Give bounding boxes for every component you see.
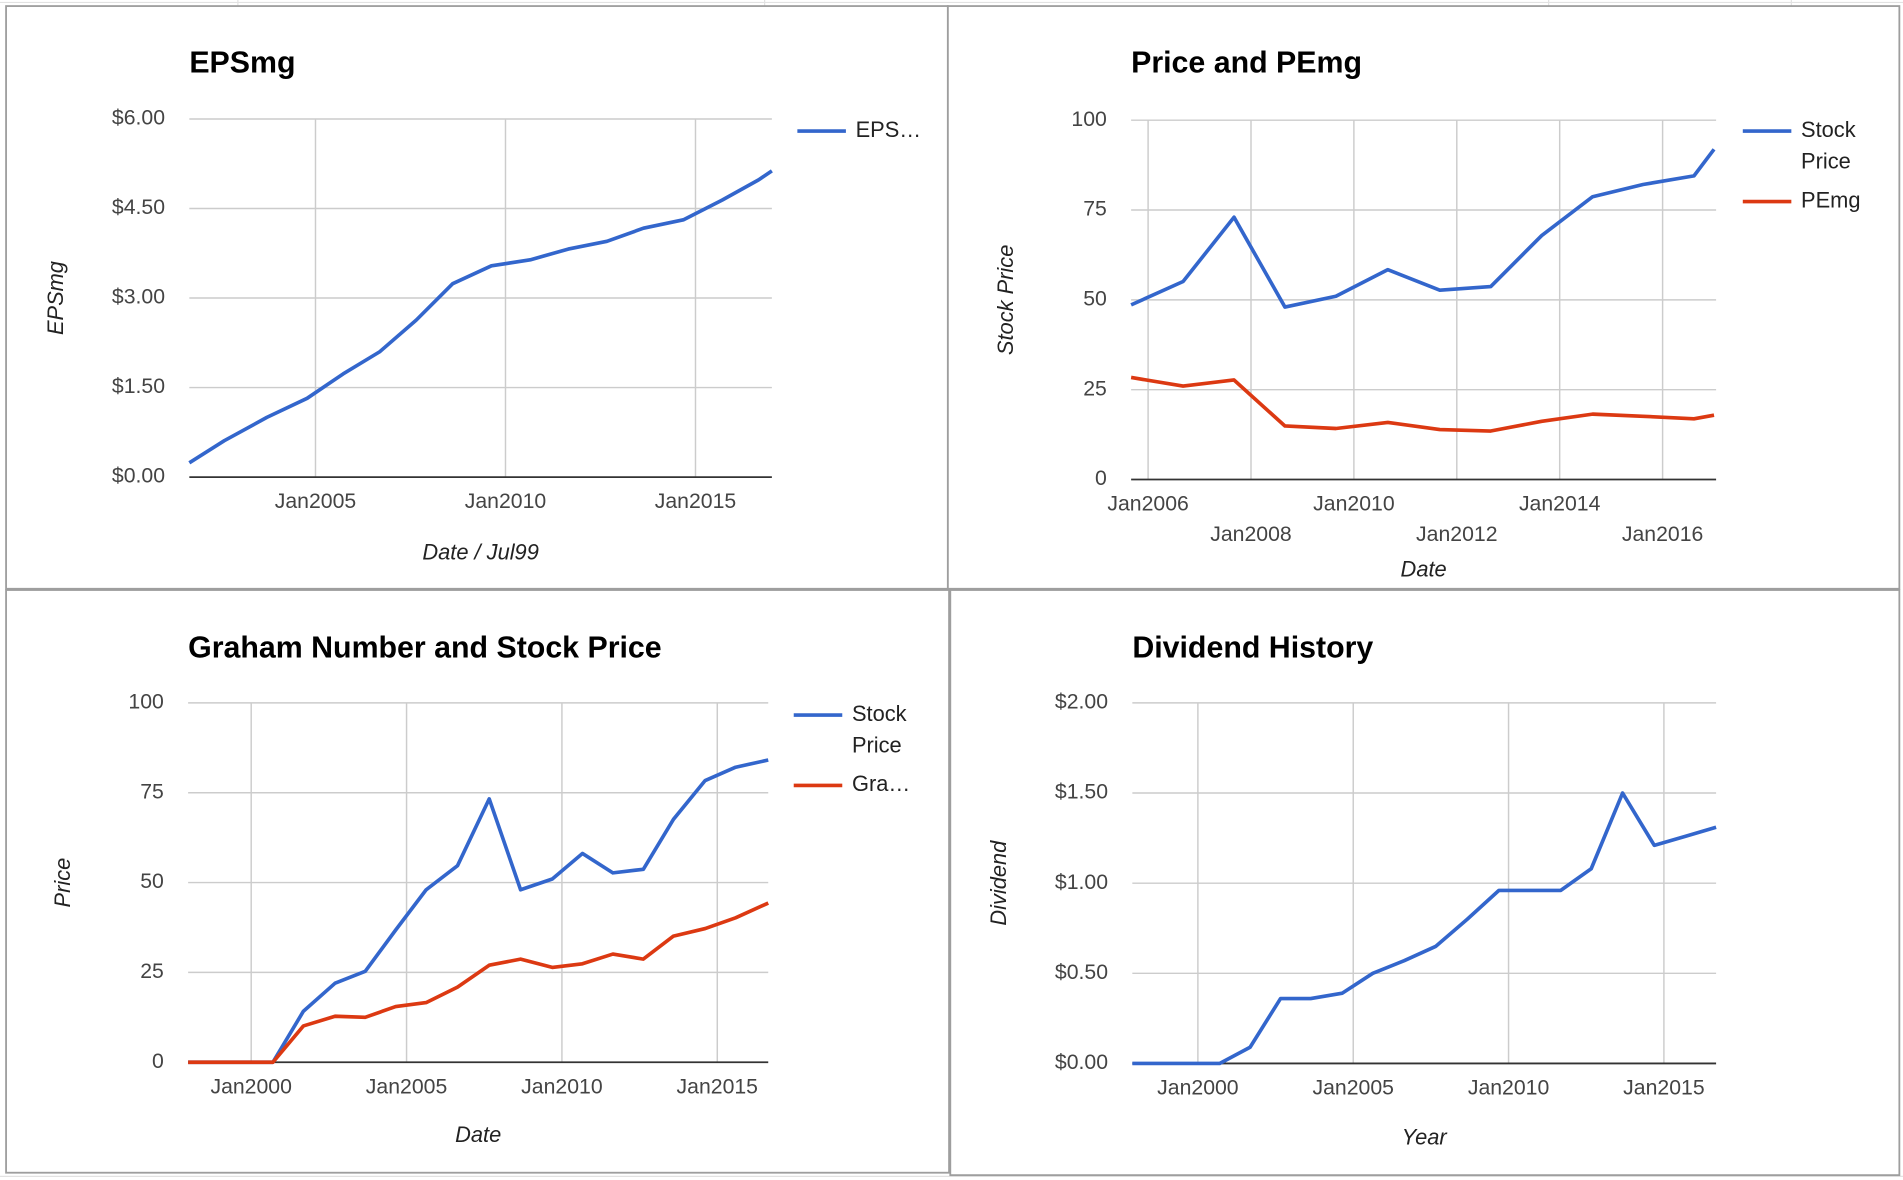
y-tick-label: $1.00 bbox=[1055, 870, 1108, 894]
y-tick-label: $3.00 bbox=[112, 285, 165, 309]
chart-title: Dividend History bbox=[1132, 631, 1373, 664]
y-tick-label: 75 bbox=[1083, 197, 1107, 221]
chart-title: Price and PEmg bbox=[1131, 46, 1362, 79]
x-tick-label: Jan2005 bbox=[366, 1074, 447, 1098]
y-tick-label: $0.00 bbox=[1055, 1050, 1108, 1074]
x-tick-label: Jan2005 bbox=[1312, 1076, 1393, 1100]
x-tick-label: Jan2015 bbox=[655, 489, 736, 513]
chart-panel bbox=[5, 589, 950, 1174]
y-tick-label: $6.00 bbox=[112, 106, 165, 130]
y-tick-label: 25 bbox=[140, 959, 164, 983]
series-line bbox=[188, 901, 769, 1065]
x-tick-label: Jan2010 bbox=[521, 1074, 602, 1098]
y-tick-label: 100 bbox=[1071, 107, 1106, 131]
x-tick-label: Jan2014 bbox=[1519, 492, 1601, 516]
legend-label: PEmg bbox=[1801, 187, 1860, 212]
series-line bbox=[1132, 791, 1717, 1066]
x-tick-label: Jan2010 bbox=[465, 489, 546, 513]
y-axis-title: Stock Price bbox=[993, 245, 1018, 355]
y-tick-label: $1.50 bbox=[1055, 780, 1108, 804]
y-tick-label: 50 bbox=[140, 869, 164, 893]
x-axis-title: Date bbox=[455, 1122, 501, 1147]
y-tick-label: $2.00 bbox=[1055, 690, 1108, 714]
series-line bbox=[188, 169, 773, 465]
y-tick-label: 25 bbox=[1083, 376, 1107, 400]
legend-label: EPS… bbox=[856, 117, 922, 142]
x-tick-label: Jan2005 bbox=[275, 489, 356, 513]
x-tick-label: Jan2010 bbox=[1313, 492, 1394, 516]
x-axis-title: Date / Jul99 bbox=[422, 539, 538, 564]
x-tick-label: Jan2012 bbox=[1416, 522, 1497, 546]
chart-panel bbox=[946, 5, 1901, 590]
y-tick-label: $0.00 bbox=[112, 464, 165, 488]
y-tick-label: $1.50 bbox=[112, 374, 165, 398]
y-axis-title: EPSmg bbox=[43, 261, 68, 335]
chart-title: Graham Number and Stock Price bbox=[188, 631, 662, 664]
y-tick-label: 0 bbox=[152, 1049, 164, 1073]
y-tick-label: 100 bbox=[128, 690, 163, 714]
y-axis-title: Price bbox=[50, 858, 75, 908]
x-tick-label: Jan2015 bbox=[1623, 1076, 1704, 1100]
series-line bbox=[1130, 375, 1715, 433]
y-tick-label: $0.50 bbox=[1055, 960, 1108, 984]
x-tick-label: Jan2000 bbox=[1157, 1076, 1238, 1100]
y-tick-label: 50 bbox=[1083, 286, 1107, 310]
x-tick-label: Jan2000 bbox=[210, 1074, 291, 1098]
y-tick-label: $4.50 bbox=[112, 195, 165, 219]
x-tick-label: Jan2010 bbox=[1468, 1076, 1549, 1100]
y-tick-label: 75 bbox=[140, 779, 164, 803]
legend-label: Stock Price bbox=[852, 701, 913, 758]
x-tick-label: Jan2015 bbox=[677, 1074, 758, 1098]
series-line bbox=[1130, 148, 1716, 309]
x-axis-title: Date bbox=[1401, 556, 1447, 581]
y-axis-title: Dividend bbox=[986, 840, 1011, 926]
x-tick-label: Jan2016 bbox=[1622, 522, 1703, 546]
x-tick-label: Jan2008 bbox=[1210, 522, 1291, 546]
chart-title: EPSmg bbox=[189, 46, 295, 79]
x-axis-title: Year bbox=[1402, 1124, 1448, 1149]
y-tick-label: 0 bbox=[1095, 466, 1107, 490]
legend-label: Stock Price bbox=[1801, 117, 1862, 174]
legend-label: Gra… bbox=[852, 771, 910, 796]
x-tick-label: Jan2006 bbox=[1107, 492, 1188, 516]
